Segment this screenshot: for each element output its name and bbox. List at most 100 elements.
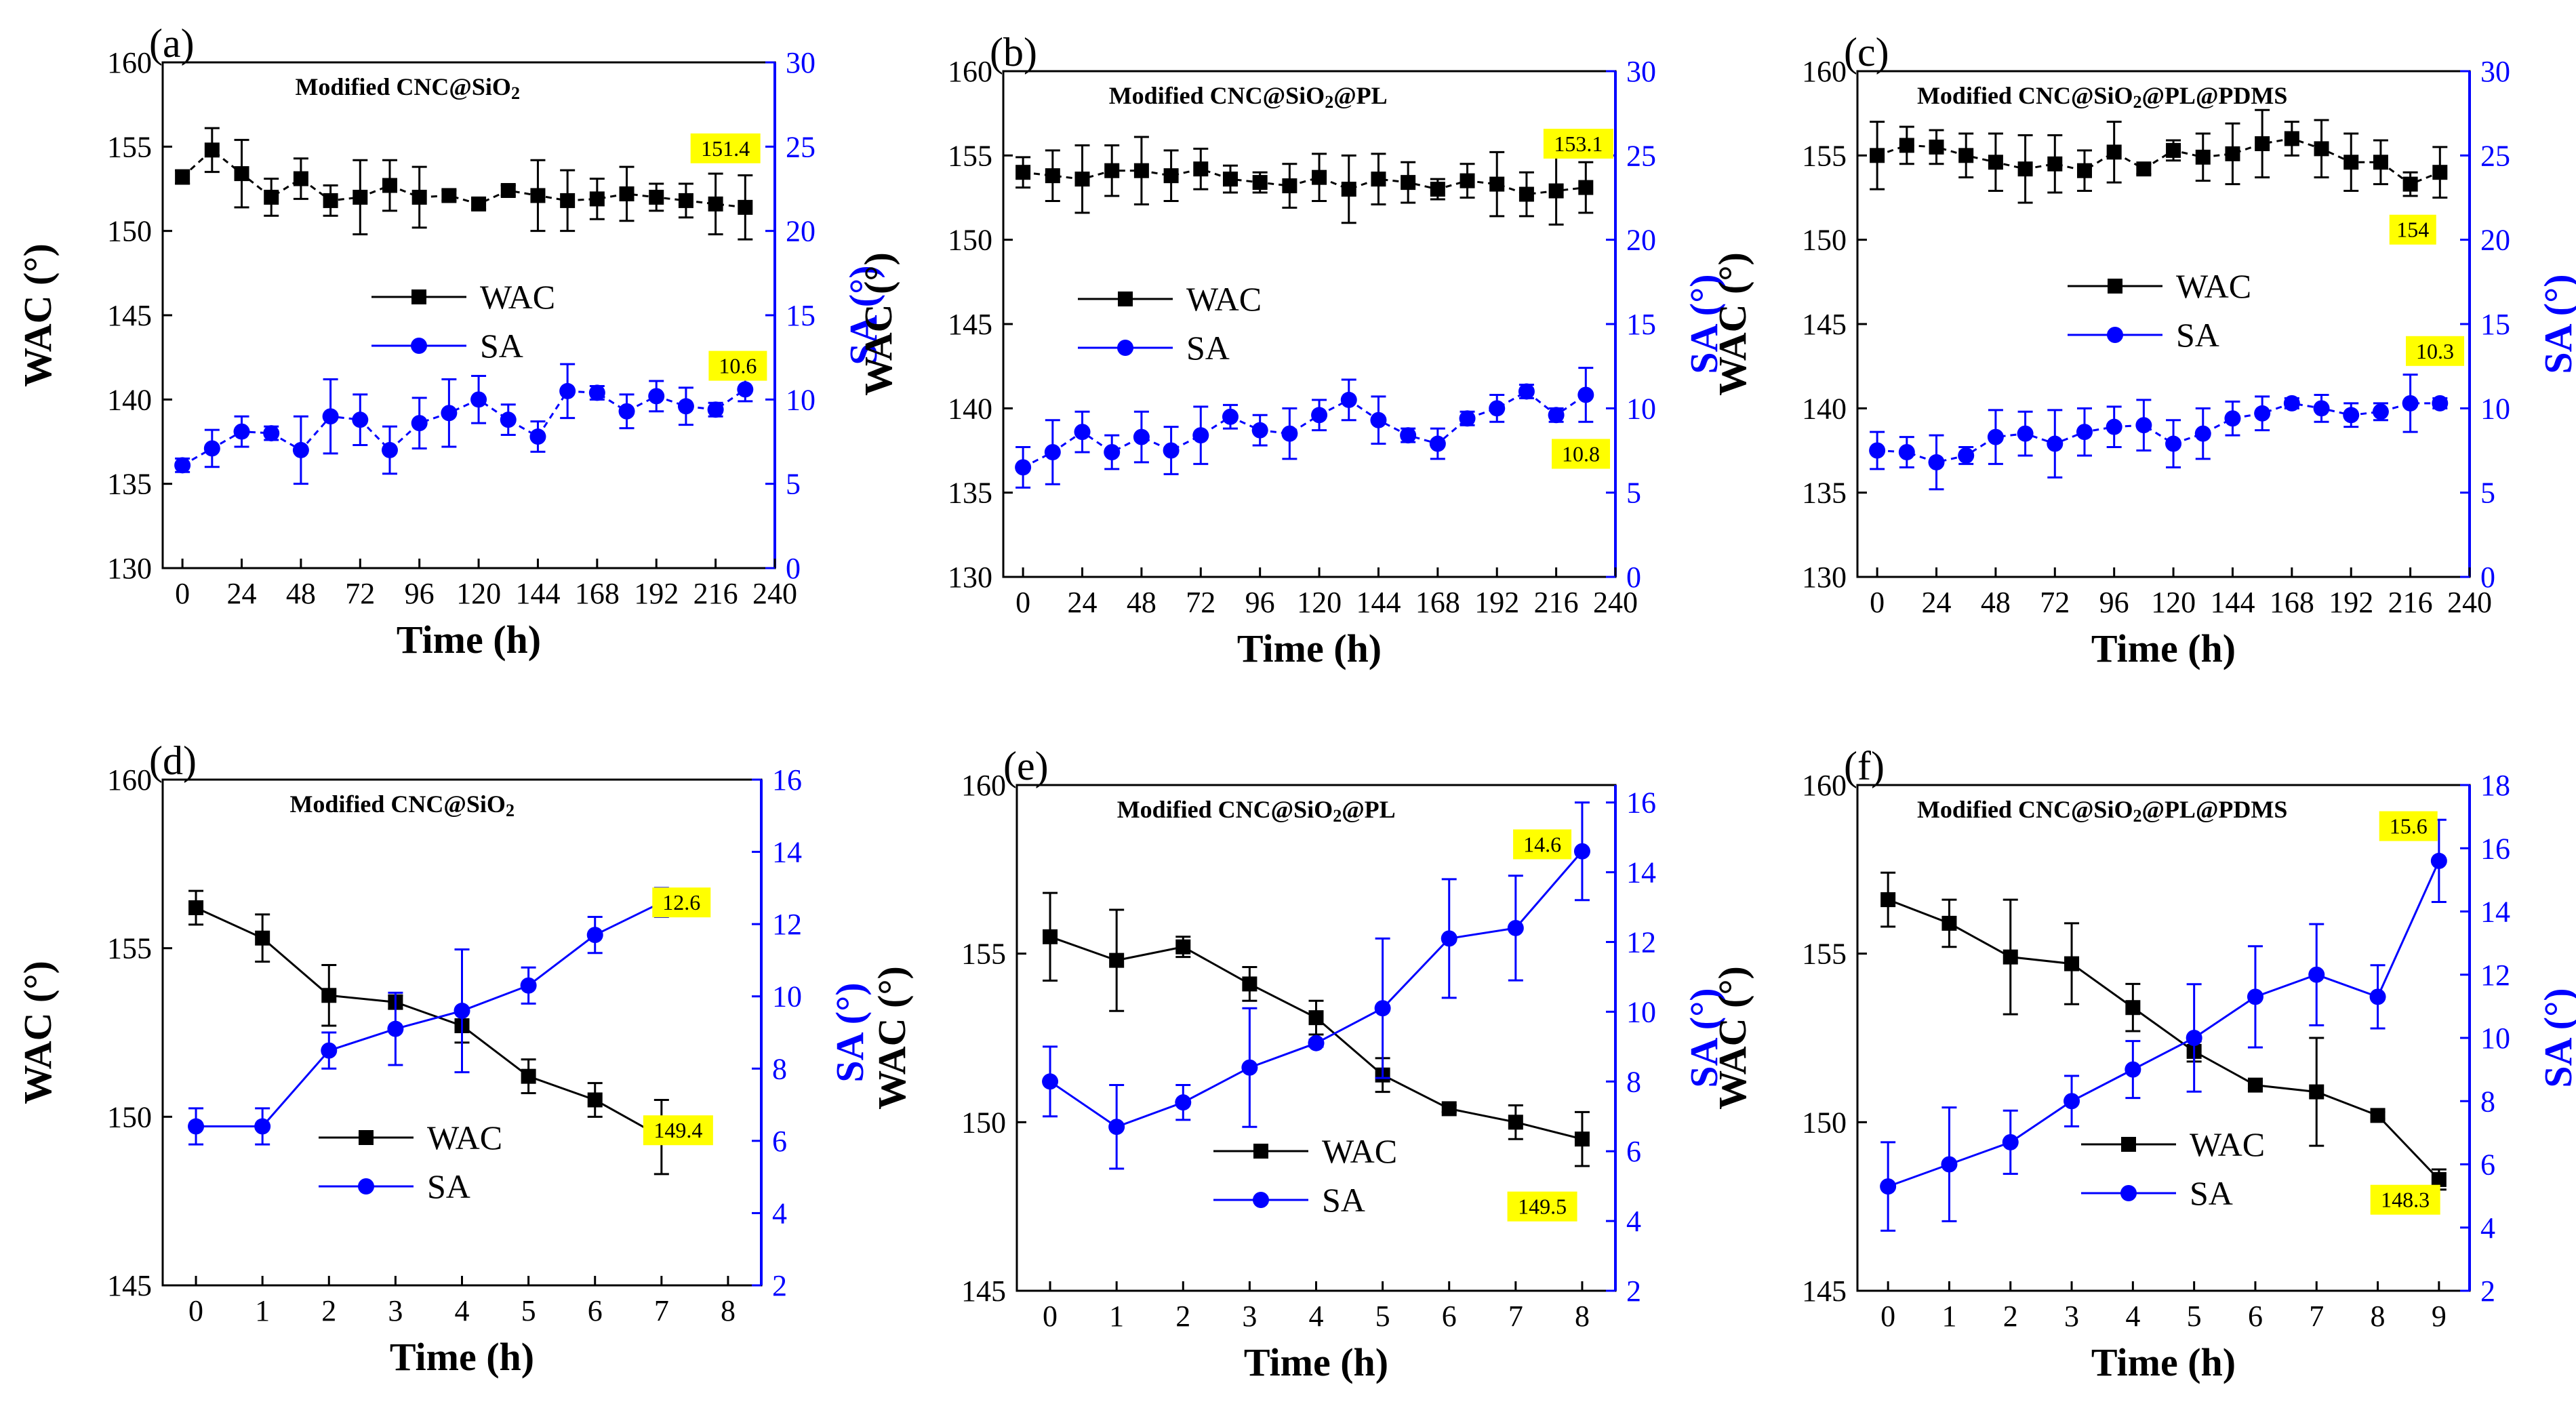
wac-point <box>2017 161 2033 177</box>
y-left-tick-label: 155 <box>948 139 992 172</box>
y-right-tick-label: 5 <box>1626 477 1641 510</box>
sa-point <box>500 412 517 428</box>
sa-point <box>1400 427 1417 444</box>
y-left-tick-label: 145 <box>1802 1275 1847 1308</box>
wac-line <box>1887 898 2440 1180</box>
wac-point <box>2076 163 2092 178</box>
annotation: 148.3 <box>2370 1184 2440 1215</box>
y-left-tick-label: 150 <box>107 1100 152 1133</box>
panel-title: Modified CNC@SiO2@PL <box>1109 82 1388 112</box>
legend-label: SA <box>1322 1181 1365 1219</box>
series-sa <box>174 363 754 485</box>
sa-point <box>470 391 487 408</box>
x-tick-label: 0 <box>175 577 190 610</box>
y-right-axis-title: SA (°) <box>2536 274 2576 374</box>
x-tick-label: 5 <box>1375 1300 1390 1333</box>
legend-item-wac: WAC <box>319 1119 502 1157</box>
legend-marker <box>2121 1137 2136 1152</box>
panel-title: Modified CNC@SiO2@PL@PDMS <box>1917 796 2287 826</box>
y-left-axis-title: WAC (°) <box>1710 966 1754 1110</box>
panel-title-part: Modified CNC@SiO <box>295 73 511 100</box>
y-left-tick-label: 145 <box>961 1275 1006 1308</box>
wac-point <box>738 199 753 215</box>
y-left-tick-label: 140 <box>1802 392 1847 425</box>
legend-label: SA <box>1186 329 1230 367</box>
sa-line <box>1049 850 1584 1128</box>
sa-point <box>1577 386 1594 403</box>
series-sa <box>1880 818 2447 1232</box>
panel-label: (d) <box>149 738 197 783</box>
sa-point <box>2076 424 2093 441</box>
wac-point <box>1222 172 1238 187</box>
y-left-tick-label: 160 <box>107 46 152 79</box>
sa-point <box>1928 454 1945 470</box>
annotation-label: 149.4 <box>653 1118 702 1142</box>
legend-item-wac: WAC <box>1078 280 1262 318</box>
x-tick-label: 2 <box>1175 1300 1190 1333</box>
wac-point <box>2106 144 2122 160</box>
sa-point <box>1374 1000 1391 1017</box>
plot-frame <box>1856 70 2471 578</box>
y-right-tick-label: 6 <box>2480 1148 2495 1182</box>
wac-point <box>264 189 279 205</box>
x-tick-label: 0 <box>1015 586 1030 619</box>
sa-point <box>188 1118 205 1135</box>
x-tick-label: 7 <box>1508 1300 1523 1333</box>
series-wac <box>1880 871 2447 1191</box>
wac-point <box>1074 172 1090 187</box>
x-tick-label: 1 <box>255 1294 270 1327</box>
wac-point <box>2003 949 2018 965</box>
x-tick-label: 24 <box>1068 586 1098 619</box>
sa-point <box>2165 435 2182 452</box>
y-left-tick-label: 145 <box>1802 308 1847 341</box>
x-tick-label: 2 <box>321 1294 336 1327</box>
y-right-tick-label: 6 <box>1626 1135 1641 1168</box>
annotation-label: 151.4 <box>701 136 750 161</box>
legend-item-sa: SA <box>2081 1174 2233 1212</box>
plot-frame <box>161 61 776 569</box>
wac-point <box>1929 139 1944 155</box>
sa-point <box>1163 442 1180 459</box>
wac-point <box>2370 1108 2386 1123</box>
sa-point <box>1340 391 1357 408</box>
annotation: 10.8 <box>1552 439 1611 469</box>
x-tick-label: 144 <box>515 577 560 610</box>
y-left-tick-label: 135 <box>1802 477 1847 510</box>
legend-item-sa: SA <box>2068 316 2219 354</box>
y-right-axis-title: SA (°) <box>828 982 872 1082</box>
wac-point <box>1548 183 1564 199</box>
panel-label: (f) <box>1844 744 1885 788</box>
sa-point <box>1429 435 1446 452</box>
sa-point <box>1108 1119 1125 1136</box>
y-right-tick-label: 15 <box>2480 308 2510 341</box>
x-tick-label: 72 <box>1186 586 1215 619</box>
panel-label: (c) <box>1844 30 1889 75</box>
y-right-tick-label: 15 <box>1626 308 1656 341</box>
sa-point <box>1941 1156 1958 1173</box>
y-right-tick-label: 20 <box>786 215 816 248</box>
x-tick-label: 216 <box>693 577 738 610</box>
wac-point <box>560 193 576 208</box>
wac-point <box>204 142 220 158</box>
y-right-tick-label: 25 <box>2480 139 2510 172</box>
y-left-tick-label: 155 <box>1802 938 1847 971</box>
x-tick-label: 240 <box>1593 586 1638 619</box>
x-tick-label: 144 <box>1356 586 1401 619</box>
x-axis-title: Time (h) <box>2091 1340 2236 1384</box>
wac-point <box>1460 173 1475 188</box>
wac-point <box>1163 168 1179 184</box>
wac-point <box>234 166 249 182</box>
legend-label: WAC <box>1186 280 1262 318</box>
wac-point <box>1341 182 1356 197</box>
wac-point <box>1988 155 2003 170</box>
wac-point <box>2125 1000 2141 1016</box>
legend-marker <box>2108 279 2122 294</box>
x-tick-label: 216 <box>2388 586 2433 619</box>
annotation-label: 10.8 <box>1562 441 1600 466</box>
y-left-tick-label: 135 <box>107 468 152 501</box>
wac-point <box>2314 141 2329 157</box>
wac-point <box>1578 180 1594 195</box>
sa-point <box>1222 408 1239 425</box>
panel-e: (e)Modified CNC@SiO2@PL0 1 2 3 4 5 6 7 814515015… <box>870 744 1726 1384</box>
sa-point <box>737 381 754 398</box>
